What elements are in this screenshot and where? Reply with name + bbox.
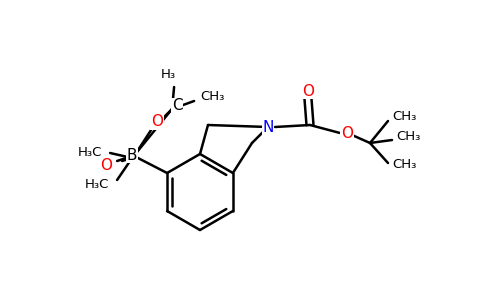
Text: C: C <box>172 98 182 113</box>
Text: H₃: H₃ <box>161 68 176 82</box>
Text: O: O <box>302 83 314 98</box>
Text: H₃C: H₃C <box>78 146 102 160</box>
Text: CH₃: CH₃ <box>392 110 416 122</box>
Text: H₃C: H₃C <box>85 178 109 190</box>
Text: O: O <box>151 115 163 130</box>
Text: N: N <box>262 119 273 134</box>
Text: O: O <box>341 127 353 142</box>
Text: CH₃: CH₃ <box>392 158 416 172</box>
Text: B: B <box>127 148 137 163</box>
Text: CH₃: CH₃ <box>396 130 420 143</box>
Text: O: O <box>100 158 112 172</box>
Text: CH₃: CH₃ <box>200 89 224 103</box>
